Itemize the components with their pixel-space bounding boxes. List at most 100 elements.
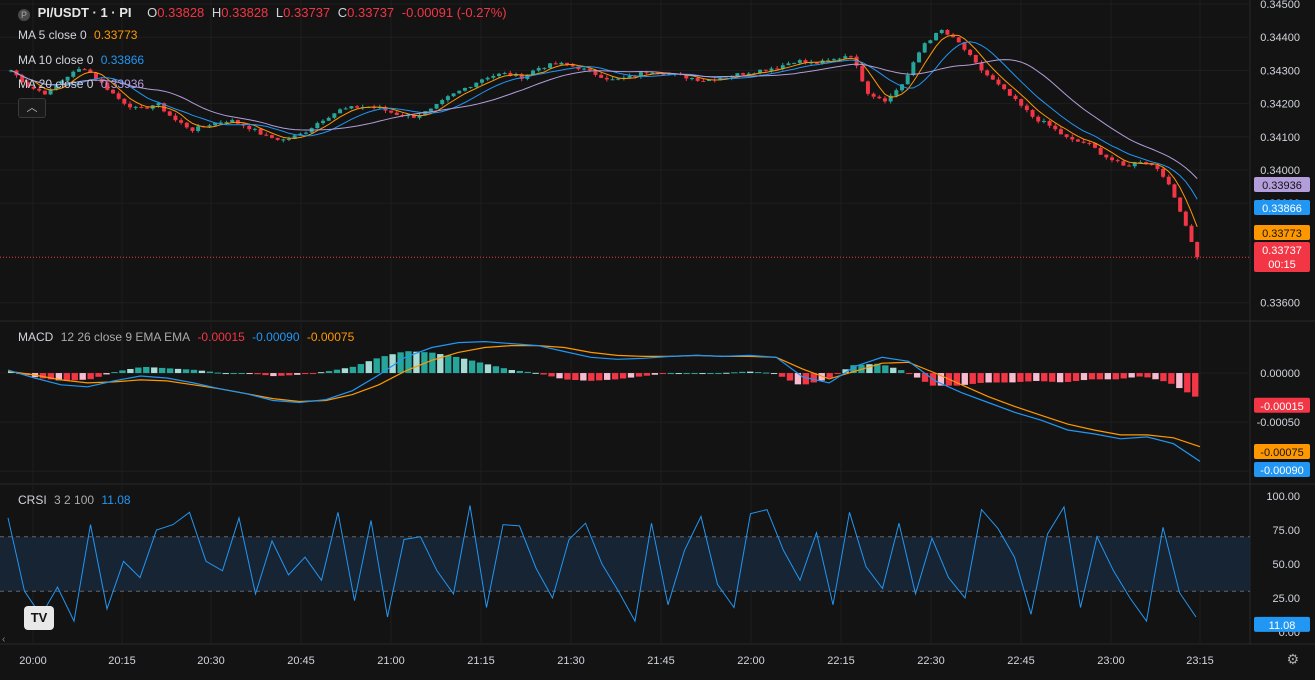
candle-body <box>604 77 609 80</box>
macd-histogram-bar <box>468 360 476 374</box>
x-tick-label: 23:00 <box>1097 655 1125 667</box>
candle-body <box>956 37 961 43</box>
macd-histogram-bar <box>810 373 817 383</box>
ma10-label: MA 10 close 0 <box>18 53 94 67</box>
candle-body <box>990 75 995 80</box>
ma10-price-label: 0.33866 <box>1262 203 1302 215</box>
candle-body <box>934 33 939 41</box>
candle-body <box>644 72 649 74</box>
candle-body <box>576 66 581 70</box>
candle-body <box>746 73 751 75</box>
candle-body <box>627 75 632 78</box>
candle-body <box>411 115 416 118</box>
candle-body <box>258 128 263 135</box>
candle-body <box>1183 211 1188 226</box>
change-value: -0.00091 (-0.27%) <box>401 5 507 20</box>
macd-histogram-bar <box>675 373 682 375</box>
macd-histogram-bar <box>1160 373 1167 382</box>
macd-histogram-bar <box>95 373 102 377</box>
candle-body <box>25 82 30 87</box>
macd-histogram-bar <box>127 368 134 374</box>
candle-body <box>497 73 501 77</box>
candle-body <box>99 79 104 83</box>
crsi-value: 11.08 <box>101 493 131 507</box>
candle-body <box>536 68 541 71</box>
ma20-value: 0.33936 <box>100 77 145 91</box>
macd-hist-price-label-bg <box>1254 397 1310 413</box>
macd-histogram-bar <box>309 373 317 375</box>
candle-body <box>854 56 859 66</box>
x-tick-label: 22:45 <box>1007 655 1035 667</box>
ma10-legend[interactable]: MA 10 close 0 0.33866 <box>18 53 148 67</box>
macd-histogram-bar <box>564 373 571 380</box>
price-y-tick-label: 0.34100 <box>1260 132 1300 144</box>
macd-histogram-bar <box>937 373 945 386</box>
scroll-left-icon[interactable]: ‹ <box>2 634 6 645</box>
candle-body <box>1075 139 1080 142</box>
macd-histogram-bar <box>476 362 484 374</box>
candle-body <box>758 69 763 74</box>
candle-body <box>128 103 133 108</box>
macd-histogram-bar <box>572 373 579 381</box>
candle-body <box>321 120 326 124</box>
gear-icon[interactable]: ⚙ <box>1286 651 1299 667</box>
x-tick-label: 23:15 <box>1186 655 1214 667</box>
macd-histogram-bar <box>667 373 674 375</box>
high-label: H <box>211 5 222 20</box>
candle-body <box>269 135 274 138</box>
candle-body <box>882 98 887 102</box>
candle-body <box>1007 89 1012 96</box>
candle-body <box>48 89 53 95</box>
candle-body <box>485 77 490 80</box>
candle-body <box>519 74 524 79</box>
candle-body <box>1047 120 1052 126</box>
macd-line <box>7 340 1201 462</box>
macd-histogram-bar <box>1176 373 1183 389</box>
candle-body <box>735 73 740 77</box>
macd-histogram-bar <box>1033 373 1040 381</box>
x-tick-label: 21:15 <box>467 655 495 667</box>
macd-histogram-bar <box>429 352 436 374</box>
symbol-title[interactable]: PI/USDT · 1 · PI <box>37 5 132 20</box>
macd-histogram-bar <box>484 364 492 374</box>
macd-histogram-bar <box>953 373 961 386</box>
ma20-legend[interactable]: MA 20 close 0 0.33936 <box>18 77 148 91</box>
macd-histogram-bar <box>747 371 754 374</box>
candle-body <box>797 60 802 63</box>
macd-histogram-bar <box>731 372 738 374</box>
candle-body <box>1070 137 1075 140</box>
macd-histogram-bar <box>898 370 905 374</box>
macd-histogram-bar <box>1001 373 1008 383</box>
macd-histogram-bar <box>826 373 833 378</box>
candle-body <box>559 62 564 65</box>
candle-body <box>894 90 899 96</box>
collapse-legend-button[interactable]: ︿ <box>18 98 46 118</box>
candle-body <box>616 78 621 80</box>
tradingview-logo-icon[interactable]: TV <box>24 606 54 630</box>
macd-histogram-bar <box>278 373 285 376</box>
candle-body <box>1030 110 1035 117</box>
candle-body <box>247 125 252 130</box>
moving-average-lines <box>10 34 1198 227</box>
crsi-y-tick-label: 100.00 <box>1266 491 1300 503</box>
macd-histogram-bar <box>294 373 301 375</box>
macd-histogram-bar <box>548 373 555 377</box>
macd-histogram-bar <box>834 373 841 375</box>
last-price-label-bg <box>1254 242 1310 272</box>
macd-histogram-bar <box>516 370 523 374</box>
macd-legend[interactable]: MACD 12 26 close 9 EMA EMA -0.00015 -0.0… <box>18 330 358 344</box>
candle-body <box>843 56 848 59</box>
candle-body <box>1093 143 1097 148</box>
macd-histogram-bar <box>508 369 515 374</box>
macd-histogram-bar <box>1017 373 1024 382</box>
ma5-legend[interactable]: MA 5 close 0 0.33773 <box>18 28 141 42</box>
macd-histogram-bar <box>143 366 150 374</box>
x-tick-label: 21:00 <box>377 655 405 667</box>
last-price-label-countdown: 00:15 <box>1268 259 1296 271</box>
candle-body <box>116 93 121 99</box>
macd-histogram-bar <box>874 363 881 374</box>
candle-body <box>179 120 184 123</box>
crsi-legend[interactable]: CRSI 3 2 100 11.08 <box>18 493 135 507</box>
candle-body <box>1110 157 1115 161</box>
